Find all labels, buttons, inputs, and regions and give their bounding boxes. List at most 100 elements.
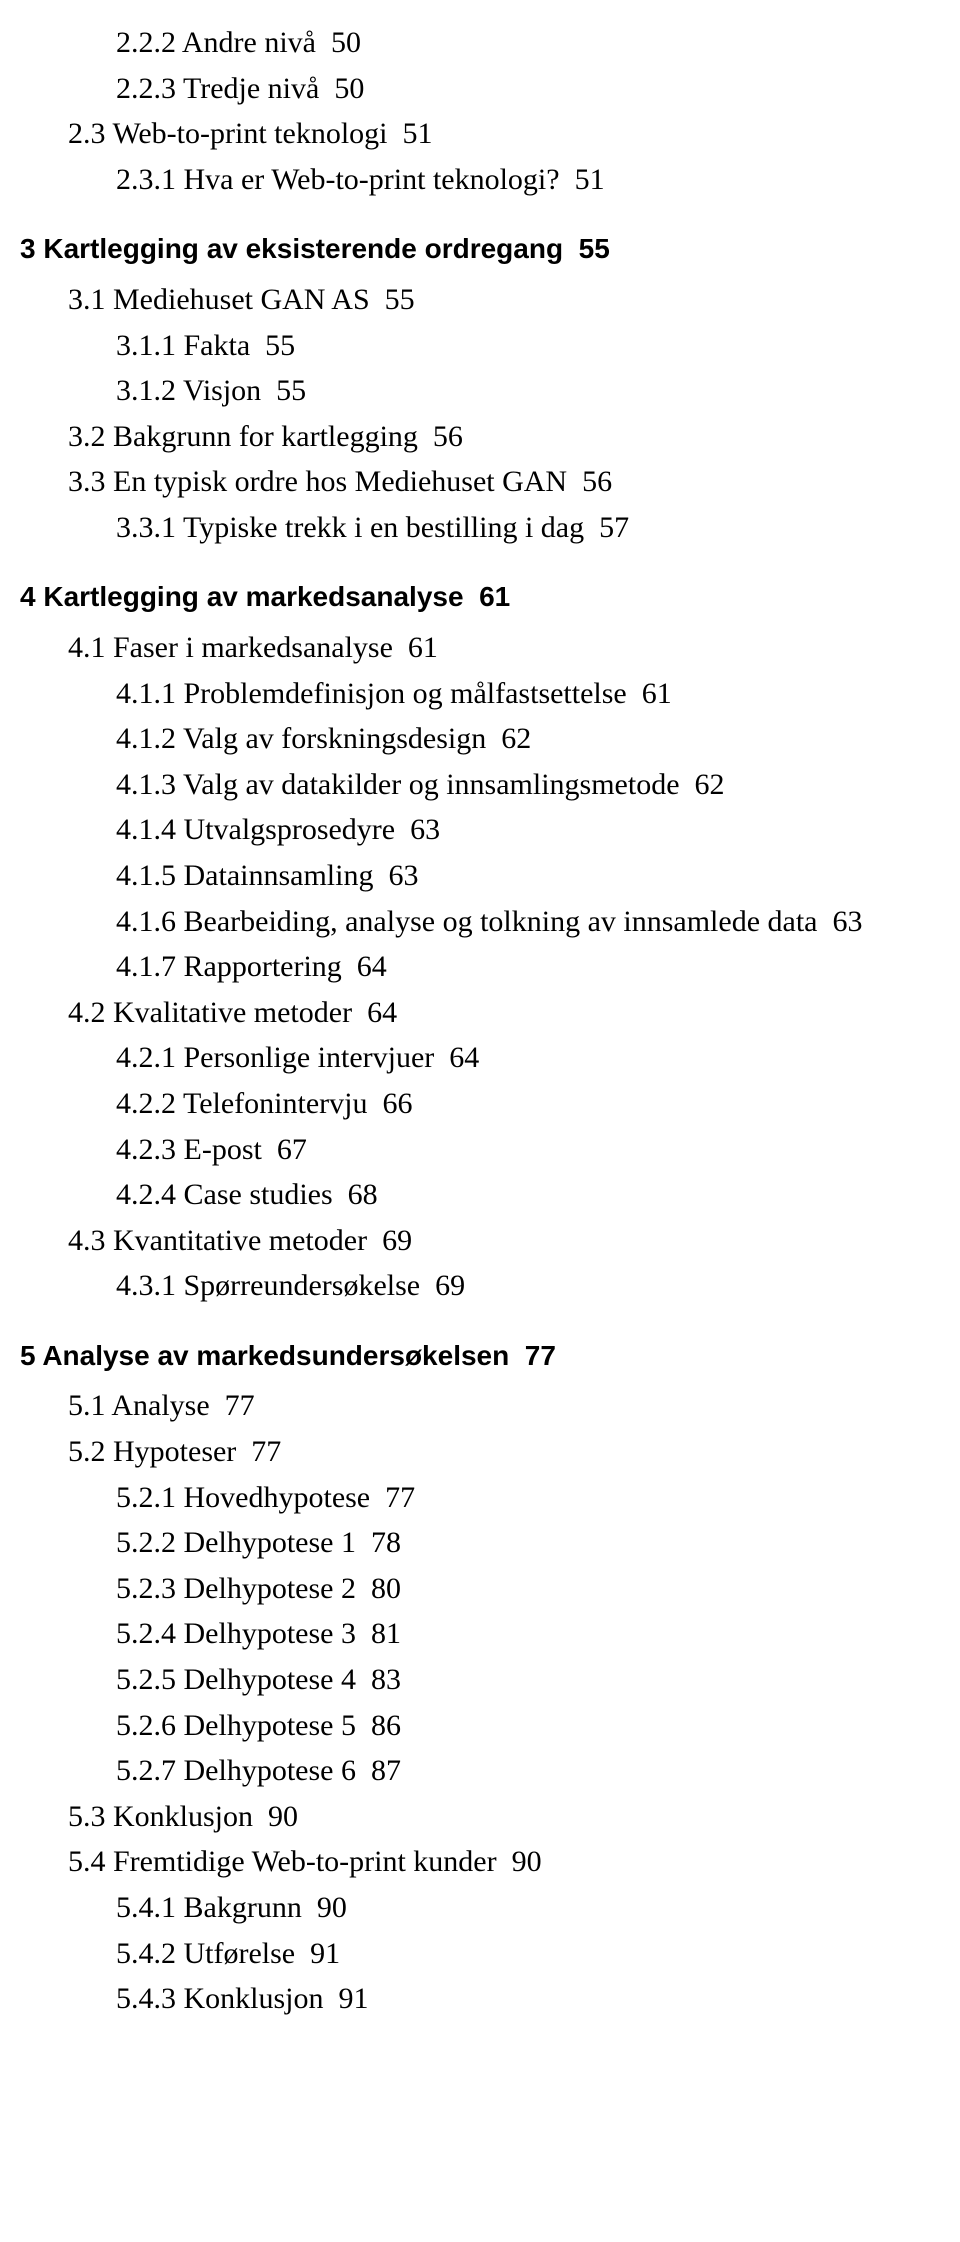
toc-entry-label: 5.2.6 Delhypotese 5 [116, 1709, 356, 1742]
toc-entry-page: 57 [599, 511, 629, 544]
toc-entry-label: 3.3 En typisk ordre hos Mediehuset GAN [68, 465, 567, 498]
toc-entry-label: 4.2.4 Case studies [116, 1178, 333, 1211]
toc-entry-label: 5 Analyse av markedsundersøkelsen [20, 1340, 509, 1371]
toc-entry-page: 66 [382, 1087, 412, 1120]
toc-entry-page: 62 [501, 722, 531, 755]
toc-entry: 5.2.6 Delhypotese 5 86 [116, 1703, 960, 1749]
toc-entry: 4.2.3 E-post 67 [116, 1127, 960, 1173]
toc-entry: 5.2 Hypoteser 77 [68, 1429, 960, 1475]
toc-entry-label: 5.4.1 Bakgrunn [116, 1891, 302, 1924]
toc-entry: 5.2.3 Delhypotese 2 80 [116, 1566, 960, 1612]
toc-entry-page: 56 [433, 420, 463, 453]
toc-entry-label: 3 Kartlegging av eksisterende ordregang [20, 233, 563, 264]
toc-entry: 5.1 Analyse 77 [68, 1383, 960, 1429]
toc-entry-label: 4.1 Faser i markedsanalyse [68, 631, 393, 664]
toc-entry-label: 4.1.2 Valg av forskningsdesign [116, 722, 486, 755]
toc-entry-page: 50 [334, 72, 364, 105]
toc-entry: 4.2 Kvalitative metoder 64 [68, 990, 960, 1036]
toc-entry-page: 91 [339, 1982, 369, 2015]
toc-entry-label: 4.3 Kvantitative metoder [68, 1224, 367, 1257]
toc-entry: 4.1.2 Valg av forskningsdesign 62 [116, 716, 960, 762]
toc-entry: 5 Analyse av markedsundersøkelsen 77 [20, 1335, 960, 1378]
toc-entry-page: 50 [331, 26, 361, 59]
toc-entry-page: 61 [408, 631, 438, 664]
toc-entry: 3.1.2 Visjon 55 [116, 368, 960, 414]
toc-entry-page: 91 [310, 1937, 340, 1970]
toc-entry-page: 51 [575, 163, 605, 196]
toc-entry-page: 64 [357, 950, 387, 983]
toc-entry-page: 62 [695, 768, 725, 801]
toc-entry-page: 77 [225, 1389, 255, 1422]
toc-entry-label: 3.2 Bakgrunn for kartlegging [68, 420, 418, 453]
toc-entry: 5.4 Fremtidige Web-to-print kunder 90 [68, 1839, 960, 1885]
toc-entry: 5.2.2 Delhypotese 1 78 [116, 1520, 960, 1566]
toc-entry-label: 4 Kartlegging av markedsanalyse [20, 581, 464, 612]
toc-entry-page: 90 [268, 1800, 298, 1833]
toc-entry-label: 4.1.5 Datainnsamling [116, 859, 373, 892]
toc-entry: 4.1 Faser i markedsanalyse 61 [68, 625, 960, 671]
toc-entry-page: 55 [276, 374, 306, 407]
toc-entry-page: 64 [449, 1041, 479, 1074]
toc-entry-label: 5.1 Analyse [68, 1389, 210, 1422]
toc-entry-label: 2.3.1 Hva er Web-to-print teknologi? [116, 163, 560, 196]
toc-entry-page: 61 [479, 581, 510, 612]
toc-entry-page: 68 [348, 1178, 378, 1211]
toc-entry-label: 4.2.2 Telefonintervju [116, 1087, 367, 1120]
toc-entry-label: 4.1.3 Valg av datakilder og innsamlingsm… [116, 768, 680, 801]
toc-entry: 2.2.3 Tredje nivå 50 [116, 66, 960, 112]
toc-entry-page: 64 [367, 996, 397, 1029]
toc-entry-label: 5.2.4 Delhypotese 3 [116, 1617, 356, 1650]
toc-entry: 4.2.4 Case studies 68 [116, 1172, 960, 1218]
toc-entry: 4.1.3 Valg av datakilder og innsamlingsm… [116, 762, 960, 808]
toc-entry: 5.2.1 Hovedhypotese 77 [116, 1475, 960, 1521]
toc-entry: 2.2.2 Andre nivå 50 [116, 20, 960, 66]
toc-entry-label: 3.1.1 Fakta [116, 329, 250, 362]
toc-entry: 3.3.1 Typiske trekk i en bestilling i da… [116, 505, 960, 551]
toc-entry-page: 55 [265, 329, 295, 362]
toc-entry-label: 2.2.3 Tredje nivå [116, 72, 319, 105]
toc-entry-page: 90 [317, 1891, 347, 1924]
toc-entry-page: 86 [371, 1709, 401, 1742]
toc-entry-page: 69 [382, 1224, 412, 1257]
toc-entry-page: 78 [371, 1526, 401, 1559]
toc-entry-label: 2.2.2 Andre nivå [116, 26, 316, 59]
toc-entry-page: 51 [402, 117, 432, 150]
toc-entry-label: 4.1.7 Rapportering [116, 950, 342, 983]
toc-entry-label: 4.1.4 Utvalgsprosedyre [116, 813, 395, 846]
toc-entry-page: 69 [435, 1269, 465, 1302]
toc-entry-label: 3.1 Mediehuset GAN AS [68, 283, 370, 316]
toc-entry: 4 Kartlegging av markedsanalyse 61 [20, 576, 960, 619]
toc-entry: 5.4.2 Utførelse 91 [116, 1931, 960, 1977]
toc-entry: 3.2 Bakgrunn for kartlegging 56 [68, 414, 960, 460]
toc-entry-page: 81 [371, 1617, 401, 1650]
toc-entry-label: 5.2.3 Delhypotese 2 [116, 1572, 356, 1605]
toc-entry: 4.3 Kvantitative metoder 69 [68, 1218, 960, 1264]
toc-entry-label: 5.2 Hypoteser [68, 1435, 236, 1468]
toc-entry-label: 5.2.7 Delhypotese 6 [116, 1754, 356, 1787]
toc-entry: 5.2.4 Delhypotese 3 81 [116, 1611, 960, 1657]
toc-entry: 4.3.1 Spørreundersøkelse 69 [116, 1263, 960, 1309]
toc-entry-page: 63 [832, 905, 862, 938]
toc-entry-label: 5.3 Konklusjon [68, 1800, 253, 1833]
toc-entry-label: 2.3 Web-to-print teknologi [68, 117, 387, 150]
toc-entry-label: 4.2.3 E-post [116, 1133, 262, 1166]
toc-entry: 3.1.1 Fakta 55 [116, 323, 960, 369]
toc-entry-page: 63 [410, 813, 440, 846]
toc-entry-label: 4.2.1 Personlige intervjuer [116, 1041, 434, 1074]
toc-entry-label: 4.2 Kvalitative metoder [68, 996, 352, 1029]
toc-entry-page: 77 [385, 1481, 415, 1514]
toc-entry: 4.1.1 Problemdefinisjon og målfastsettel… [116, 671, 960, 717]
toc-entry-label: 3.1.2 Visjon [116, 374, 261, 407]
toc-entry-label: 4.1.1 Problemdefinisjon og målfastsettel… [116, 677, 627, 710]
toc-entry-label: 5.4 Fremtidige Web-to-print kunder [68, 1845, 497, 1878]
toc-entry: 5.4.3 Konklusjon 91 [116, 1976, 960, 2022]
toc-entry-label: 4.1.6 Bearbeiding, analyse og tolkning a… [116, 905, 817, 938]
toc-entry-label: 5.4.3 Konklusjon [116, 1982, 324, 2015]
toc-entry-page: 63 [388, 859, 418, 892]
toc-entry: 5.4.1 Bakgrunn 90 [116, 1885, 960, 1931]
toc-entry-label: 5.2.5 Delhypotese 4 [116, 1663, 356, 1696]
toc-entry: 4.1.7 Rapportering 64 [116, 944, 960, 990]
toc-entry-label: 3.3.1 Typiske trekk i en bestilling i da… [116, 511, 584, 544]
toc-entry-label: 5.4.2 Utførelse [116, 1937, 295, 1970]
toc-entry-label: 4.3.1 Spørreundersøkelse [116, 1269, 420, 1302]
